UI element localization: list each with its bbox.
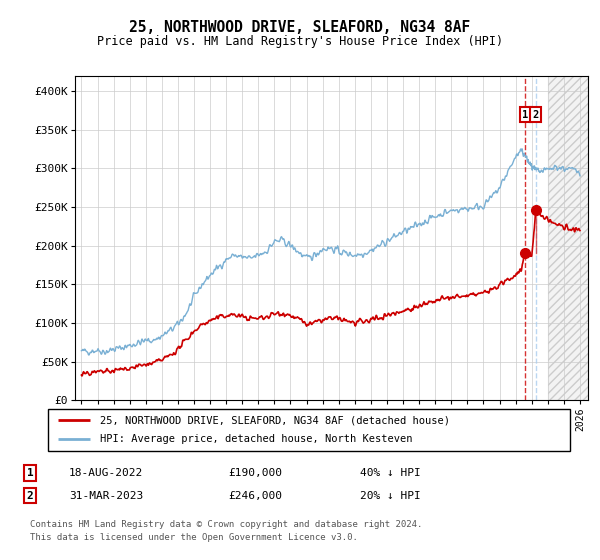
Text: £190,000: £190,000 [228, 468, 282, 478]
Bar [548, 76, 588, 400]
Bar [548, 76, 588, 400]
Text: 31-MAR-2023: 31-MAR-2023 [69, 491, 143, 501]
Text: This data is licensed under the Open Government Licence v3.0.: This data is licensed under the Open Gov… [30, 533, 358, 542]
Text: Price paid vs. HM Land Registry's House Price Index (HPI): Price paid vs. HM Land Registry's House … [97, 35, 503, 48]
Text: 1: 1 [26, 468, 34, 478]
Text: 18-AUG-2022: 18-AUG-2022 [69, 468, 143, 478]
Text: £246,000: £246,000 [228, 491, 282, 501]
Text: 2: 2 [533, 110, 539, 120]
Text: 2: 2 [26, 491, 34, 501]
Text: 40% ↓ HPI: 40% ↓ HPI [360, 468, 421, 478]
Text: Contains HM Land Registry data © Crown copyright and database right 2024.: Contains HM Land Registry data © Crown c… [30, 520, 422, 529]
Text: 20% ↓ HPI: 20% ↓ HPI [360, 491, 421, 501]
Text: 25, NORTHWOOD DRIVE, SLEAFORD, NG34 8AF (detached house): 25, NORTHWOOD DRIVE, SLEAFORD, NG34 8AF … [100, 415, 450, 425]
Text: 25, NORTHWOOD DRIVE, SLEAFORD, NG34 8AF: 25, NORTHWOOD DRIVE, SLEAFORD, NG34 8AF [130, 20, 470, 35]
Text: 1: 1 [522, 110, 529, 120]
Text: HPI: Average price, detached house, North Kesteven: HPI: Average price, detached house, Nort… [100, 435, 413, 445]
